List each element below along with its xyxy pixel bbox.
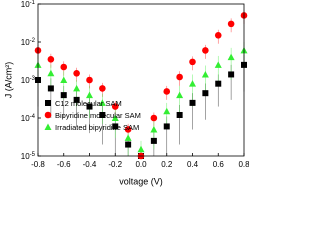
marker [150, 114, 158, 122]
marker [73, 84, 81, 92]
marker [124, 134, 132, 141]
y-tick-base: 10 [21, 114, 30, 123]
x-axis-label: voltage (V) [119, 176, 163, 186]
marker [227, 20, 235, 28]
y-tick-exponent: -2 [30, 38, 36, 44]
y-tick-base: 10 [21, 76, 30, 85]
marker [125, 141, 132, 148]
marker [124, 126, 132, 133]
marker [111, 103, 119, 110]
marker [60, 92, 67, 99]
marker [99, 85, 106, 92]
marker [150, 125, 158, 133]
legend-label: C12 molecular SAM [55, 99, 122, 108]
chart: voltage (V) J (A/cm²) 10-510-410-310-210… [3, 0, 249, 186]
legend-label: Irradiated bipyridine SAM [55, 123, 139, 132]
marker [112, 123, 119, 130]
marker [86, 103, 93, 110]
marker [163, 107, 171, 115]
x-tick-label: -0.2 [108, 160, 122, 169]
marker [137, 145, 145, 153]
marker [44, 111, 52, 119]
y-tick-exponent: -3 [30, 76, 36, 82]
y-tick-label: 10-4 [21, 114, 36, 124]
y-tick-label: 10-1 [21, 0, 36, 9]
marker [163, 123, 170, 130]
y-tick-base: 10 [21, 38, 30, 47]
y-tick-base: 10 [21, 152, 30, 161]
marker [202, 90, 209, 97]
marker [111, 114, 119, 121]
x-tick-label: 0.0 [135, 160, 147, 169]
y-tick-label: 10-5 [21, 152, 36, 162]
y-tick-exponent: -1 [30, 0, 36, 6]
x-tick-label: -0.4 [83, 160, 97, 169]
marker [86, 91, 93, 99]
marker [189, 58, 196, 66]
x-tick-label: 0.2 [161, 160, 173, 169]
plot-frame [37, 3, 245, 157]
marker [73, 70, 80, 77]
x-tick-label: 0.6 [213, 160, 225, 169]
y-tick-label: 10-2 [21, 38, 36, 48]
marker [45, 100, 51, 106]
marker [214, 32, 222, 39]
marker [98, 99, 106, 106]
y-tick-exponent: -5 [30, 152, 36, 158]
marker [201, 70, 209, 78]
marker [44, 123, 52, 130]
marker [47, 69, 55, 77]
marker [60, 76, 68, 83]
x-tick-label: -0.8 [31, 160, 45, 169]
marker [150, 137, 157, 144]
marker [228, 71, 235, 78]
y-axis-label: J (A/cm²) [3, 62, 13, 99]
y-tick-label: 10-3 [21, 76, 36, 86]
marker [47, 56, 55, 63]
marker [176, 73, 183, 81]
marker [73, 96, 80, 103]
marker [215, 80, 222, 87]
marker [176, 111, 183, 118]
marker [163, 88, 171, 95]
marker [214, 61, 222, 68]
marker [189, 99, 196, 106]
y-tick-exponent: -4 [30, 114, 36, 120]
x-tick-label: 0.4 [187, 160, 199, 169]
marker [227, 53, 235, 61]
marker [189, 80, 196, 87]
marker [60, 63, 68, 71]
marker [99, 111, 106, 118]
marker [176, 91, 184, 99]
x-tick-label: -0.6 [57, 160, 71, 169]
marker [86, 76, 93, 84]
marker [202, 47, 209, 54]
marker [47, 85, 54, 92]
x-tick-label: 0.8 [238, 160, 249, 169]
legend-label: Bipyridine molecular SAM [55, 111, 141, 120]
y-tick-base: 10 [21, 0, 30, 9]
